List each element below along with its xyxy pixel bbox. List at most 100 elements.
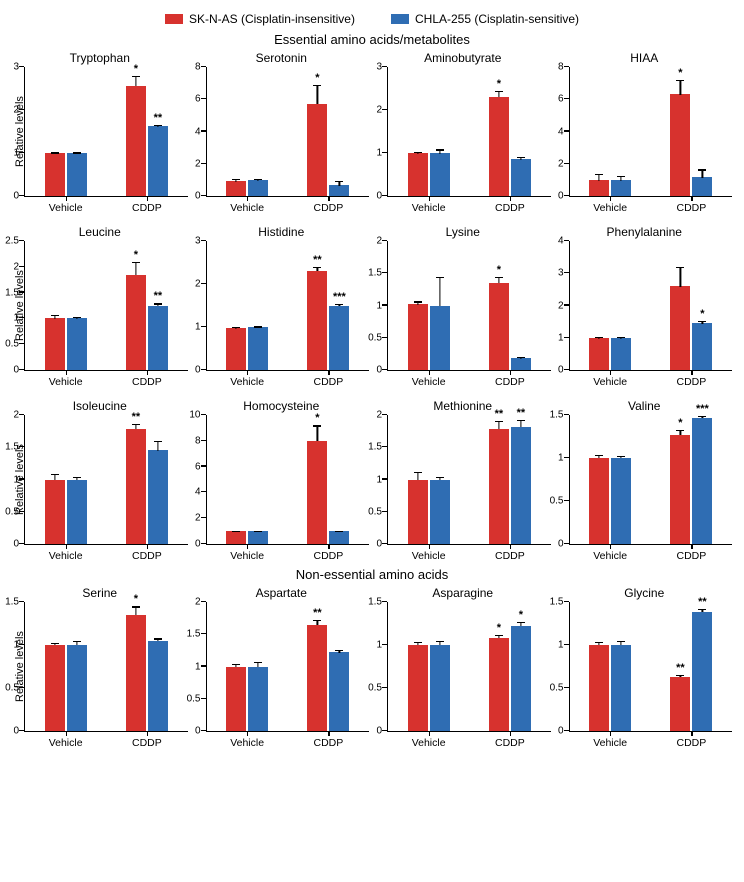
bar bbox=[589, 338, 609, 370]
chart-panel: Glycine00.511.5VehicleCDDP**** bbox=[557, 586, 733, 752]
error-cap bbox=[698, 321, 706, 322]
bar-group: * bbox=[651, 67, 732, 196]
error-cap bbox=[676, 80, 684, 81]
bar-group bbox=[207, 415, 288, 544]
bar-group: *** bbox=[106, 241, 187, 370]
significance-marker: *** bbox=[696, 404, 709, 415]
plot-area: 00.511.5VehicleCDDP**** bbox=[569, 602, 733, 732]
bar-group bbox=[570, 415, 651, 544]
x-tick bbox=[328, 544, 329, 549]
bar bbox=[670, 286, 690, 370]
error-cap bbox=[495, 421, 503, 422]
significance-marker: *** bbox=[333, 292, 346, 303]
panel-title: Histidine bbox=[194, 225, 370, 239]
y-tick-label: 2 bbox=[376, 105, 388, 116]
y-tick-label: 1 bbox=[558, 453, 570, 464]
y-tick-label: 0 bbox=[13, 191, 25, 202]
error-cap bbox=[73, 152, 81, 153]
error-cap bbox=[313, 85, 321, 86]
error-bar bbox=[680, 267, 681, 287]
y-tick-label: 0 bbox=[376, 365, 388, 376]
plot-area: 0123VehicleCDDP***** bbox=[206, 241, 370, 371]
bar bbox=[430, 153, 450, 196]
error-cap bbox=[436, 277, 444, 278]
error-bar bbox=[135, 262, 136, 275]
x-tick-label: Vehicle bbox=[593, 202, 627, 214]
bar bbox=[148, 126, 168, 196]
bar bbox=[126, 275, 146, 370]
legend-item-chla: CHLA-255 (Cisplatin-sensitive) bbox=[391, 12, 579, 26]
plot-area: 02468VehicleCDDP* bbox=[206, 67, 370, 197]
error-cap bbox=[698, 416, 706, 417]
y-tick-label: 1 bbox=[13, 313, 25, 324]
error-cap bbox=[254, 531, 262, 532]
y-axis-label: Relative levels bbox=[12, 67, 24, 197]
y-tick-label: 1 bbox=[558, 640, 570, 651]
y-tick-label: 0 bbox=[558, 726, 570, 737]
y-tick-label: 3 bbox=[376, 62, 388, 73]
significance-marker: * bbox=[700, 309, 704, 320]
bar bbox=[307, 271, 327, 370]
bar bbox=[45, 645, 65, 731]
chart-panel: Serotonin 02468VehicleCDDP* bbox=[194, 51, 370, 217]
panel-title: Serotonin bbox=[194, 51, 370, 65]
error-cap bbox=[335, 650, 343, 651]
x-tick-label: Vehicle bbox=[412, 202, 446, 214]
x-tick bbox=[510, 544, 511, 549]
bar bbox=[692, 177, 712, 196]
error-cap bbox=[335, 181, 343, 182]
significance-marker: * bbox=[497, 79, 501, 90]
error-cap bbox=[132, 262, 140, 263]
y-tick-label: 0 bbox=[558, 539, 570, 550]
error-cap bbox=[232, 664, 240, 665]
y-tick-label: 1 bbox=[376, 300, 388, 311]
x-tick bbox=[66, 370, 67, 375]
chart-panel: Aspartate00.511.52VehicleCDDP** bbox=[194, 586, 370, 752]
significance-marker: ** bbox=[676, 663, 685, 674]
chart-panel: TryptophanRelative levels0123VehicleCDDP… bbox=[12, 51, 188, 217]
bar-group: ** bbox=[106, 415, 187, 544]
bar bbox=[430, 480, 450, 545]
bar bbox=[408, 304, 428, 370]
y-tick-label: 2 bbox=[13, 410, 25, 421]
bar bbox=[489, 97, 509, 196]
y-tick-label: 2 bbox=[195, 279, 207, 290]
x-tick bbox=[691, 196, 692, 201]
x-tick-label: CDDP bbox=[495, 376, 525, 388]
x-tick-label: CDDP bbox=[676, 376, 706, 388]
error-bar bbox=[157, 441, 158, 451]
x-tick-label: CDDP bbox=[132, 376, 162, 388]
x-tick bbox=[691, 544, 692, 549]
y-tick-label: 0.5 bbox=[550, 496, 570, 507]
significance-marker: ** bbox=[154, 291, 163, 302]
y-tick-label: 1 bbox=[195, 322, 207, 333]
error-cap bbox=[595, 174, 603, 175]
plot-area: 02468VehicleCDDP* bbox=[569, 67, 733, 197]
bar-group: *** bbox=[106, 67, 187, 196]
bar bbox=[148, 641, 168, 731]
error-cap bbox=[414, 642, 422, 643]
bar bbox=[248, 180, 268, 196]
x-tick bbox=[429, 370, 430, 375]
x-tick bbox=[247, 544, 248, 549]
x-tick bbox=[328, 731, 329, 736]
error-cap bbox=[676, 675, 684, 676]
bar bbox=[670, 94, 690, 196]
bar bbox=[511, 159, 531, 196]
y-tick-label: 0.5 bbox=[187, 693, 207, 704]
bar-group: * bbox=[288, 67, 369, 196]
error-cap bbox=[595, 455, 603, 456]
x-tick-label: Vehicle bbox=[593, 737, 627, 749]
chart-panel: HIAA02468VehicleCDDP* bbox=[557, 51, 733, 217]
bar bbox=[329, 652, 349, 731]
error-cap bbox=[51, 315, 59, 316]
x-tick bbox=[429, 544, 430, 549]
y-tick-label: 4 bbox=[558, 126, 570, 137]
x-tick-label: CDDP bbox=[313, 202, 343, 214]
error-cap bbox=[232, 531, 240, 532]
x-tick-label: CDDP bbox=[313, 550, 343, 562]
y-tick-label: 0 bbox=[195, 539, 207, 550]
x-tick-label: Vehicle bbox=[230, 550, 264, 562]
y-tick-label: 2 bbox=[195, 513, 207, 524]
error-cap bbox=[154, 441, 162, 442]
